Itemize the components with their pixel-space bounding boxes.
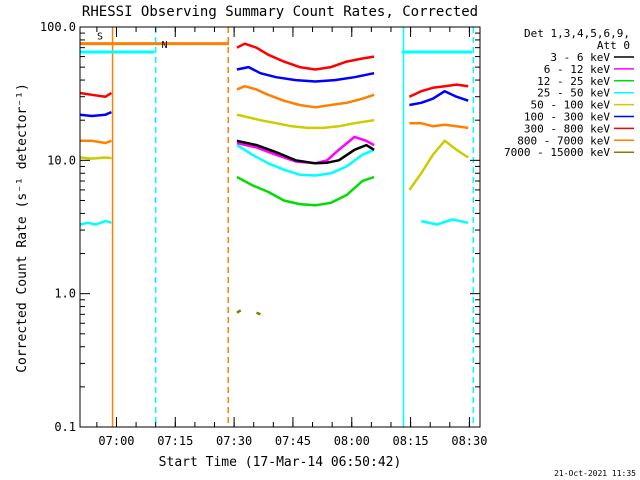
series-line-3-seg-2	[420, 218, 469, 226]
axes: 0.1 1.0 10.0 100.0 07:00 07:15 07:30 07:45 08:00…	[40, 20, 488, 448]
y-tick-label-2: 10.0	[47, 153, 76, 167]
series-line-6-seg-2	[408, 83, 469, 98]
x-tick-label-2: 07:30	[216, 434, 252, 448]
x-tick-label-1: 07:15	[157, 434, 193, 448]
footer-date: 21-Oct-2021 11:35	[554, 469, 636, 478]
legend-entry-1: 6 - 12 keV	[544, 63, 611, 76]
y-tick-label-3: 100.0	[40, 20, 76, 34]
legend-entry-3: 25 - 50 keV	[537, 87, 610, 100]
legend-header-0: Det 1,3,4,5,6,9,	[524, 27, 630, 40]
series-line-6-seg-0	[79, 91, 113, 98]
legend-entry-4: 50 - 100 keV	[531, 99, 611, 112]
series-line-8-seg-1	[256, 311, 261, 316]
series-line-7-seg-2	[409, 121, 469, 130]
series-line-4-seg-1	[236, 113, 375, 130]
y-tick-label-1: 1.0	[54, 287, 76, 301]
series-line-4-seg-2	[408, 139, 469, 191]
series-line-0-seg-0	[236, 139, 375, 165]
series-line-4-seg-0	[79, 156, 112, 160]
plot-frame	[79, 26, 481, 428]
legend-entry-6: 300 - 800 keV	[524, 122, 610, 135]
x-tick-label-4: 08:00	[334, 434, 370, 448]
plot-area: SN	[79, 27, 475, 427]
series-line-5-seg-1	[236, 65, 375, 83]
legend-entry-5: 100 - 300 keV	[524, 111, 610, 124]
series-line-7-seg-0	[80, 139, 112, 145]
series-line-8-seg-0	[236, 309, 242, 314]
legend-entry-8: 7000 - 15000 keV	[504, 146, 610, 159]
series-line-3-seg-1	[236, 144, 375, 177]
x-tick-label-3: 07:45	[275, 434, 311, 448]
y-axis-label: Corrected Count Rate (s⁻¹ detector⁻¹)	[15, 83, 30, 373]
series-line-3-seg-0	[79, 219, 112, 226]
legend-entry-0: 3 - 6 keV	[550, 51, 610, 64]
attenuator-bar-label-0: S	[97, 32, 103, 43]
x-tick-label-6: 08:30	[451, 434, 487, 448]
series-line-2-seg-0	[236, 175, 375, 207]
legend-entry-2: 12 - 25 keV	[537, 75, 610, 88]
series-line-6-seg-1	[236, 42, 375, 71]
legend-header-1: Att 0	[597, 39, 630, 52]
series-line-5-seg-0	[79, 110, 112, 118]
legend-entry-7: 800 - 7000 keV	[517, 134, 610, 147]
series-line-5-seg-2	[409, 89, 469, 107]
x-axis-label: Start Time (17-Mar-14 06:50:42)	[159, 455, 402, 470]
series-line-7-seg-1	[236, 84, 375, 109]
attenuator-bar-label-1: N	[161, 40, 167, 51]
chart-title: RHESSI Observing Summary Count Rates, Co…	[82, 4, 478, 20]
x-tick-label-0: 07:00	[98, 434, 134, 448]
x-tick-label-5: 08:15	[393, 434, 429, 448]
y-tick-label-0: 0.1	[54, 420, 76, 434]
